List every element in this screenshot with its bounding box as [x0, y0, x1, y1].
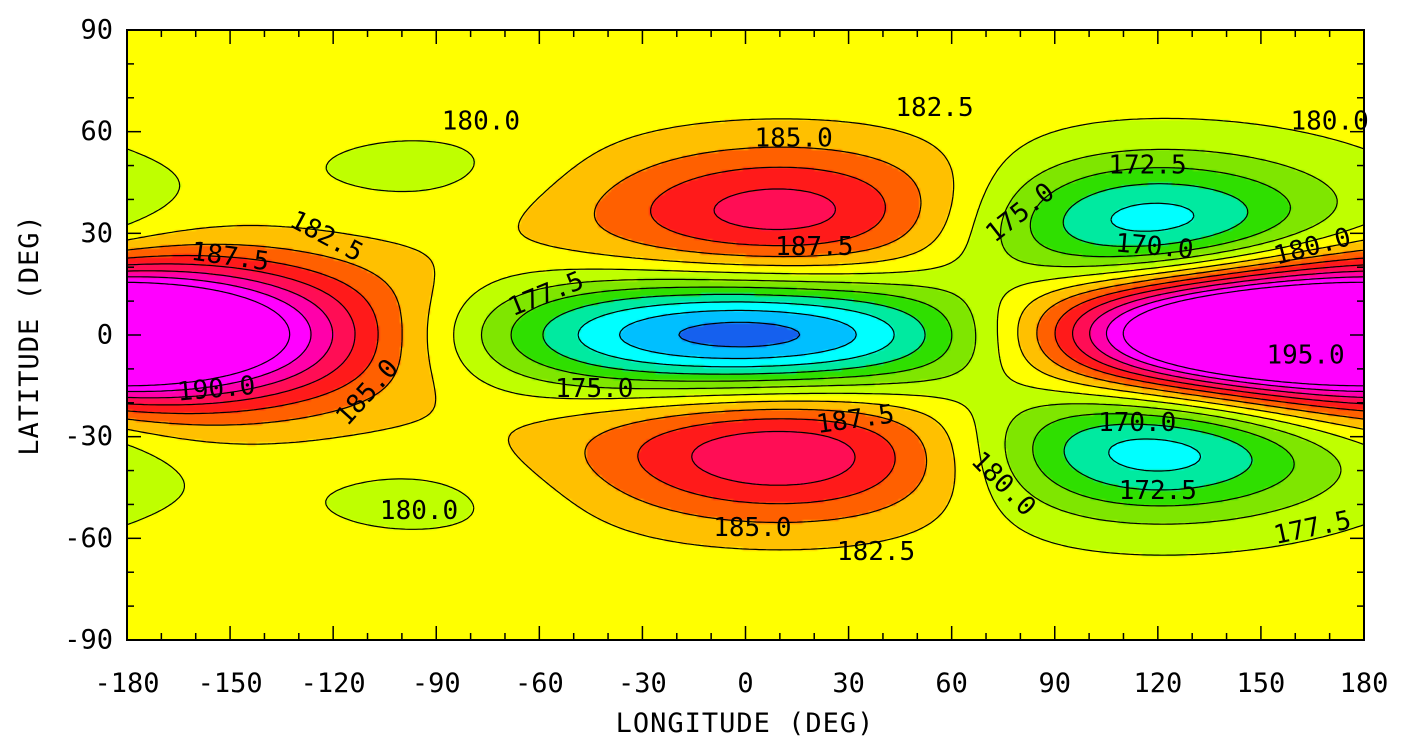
contour-line-177-5: [480, 148, 1342, 525]
x-tick-label: 60: [935, 668, 968, 699]
contour-label: 170.0: [1114, 229, 1195, 266]
y-tick-label: 60: [80, 116, 113, 147]
contour-line-175-0: [510, 167, 1295, 507]
y-tick-label: 0: [97, 320, 113, 351]
contour-line-170-0: [577, 202, 1202, 472]
contour-label: 185.0: [713, 513, 791, 543]
contour-label: 182.5: [895, 93, 973, 123]
x-tick-label: -150: [198, 668, 263, 699]
x-tick-label: -120: [301, 668, 366, 699]
x-tick-label: 120: [1133, 668, 1182, 699]
contour-line-165-0: [678, 321, 801, 348]
x-tick-label: 0: [737, 668, 753, 699]
x-tick-label: -90: [412, 668, 461, 699]
contour-line-172-5: [542, 183, 1253, 491]
contour-line-167-5: [618, 309, 857, 360]
contour-line-195-0: [127, 276, 1364, 393]
x-tick-label: 150: [1237, 668, 1286, 699]
y-tick-label: 90: [80, 15, 113, 46]
contour-label: 190.0: [176, 371, 257, 408]
contour-line-192-5: [127, 270, 1364, 399]
contour-line-180-0: [127, 117, 1364, 556]
contour-label: 195.0: [1266, 340, 1344, 370]
y-tick-label: -90: [64, 625, 113, 656]
contour-line-182-5: [127, 118, 1364, 551]
contour-line-185-0: [127, 146, 1364, 524]
y-tick-label: -60: [64, 523, 113, 554]
y-tick-label: -30: [64, 421, 113, 452]
contour-line-190-0: [127, 188, 1364, 486]
contour-lines: [127, 117, 1364, 556]
x-axis-title: LONGITUDE (DEG): [616, 708, 875, 739]
contour-label: 182.5: [837, 537, 915, 567]
x-axis-tick-labels: -180 -150 -120 -90 -60 -30 0 30 60 90 120 150 180: [94, 668, 1388, 699]
x-tick-label: 90: [1038, 668, 1071, 699]
filled-contour-field: [127, 30, 1364, 640]
contour-line-197-5: [127, 281, 1364, 387]
x-tick-label: -180: [94, 668, 159, 699]
contour-label: 187.5: [775, 232, 853, 262]
contour-line-187-5: [127, 166, 1364, 505]
contour-label: 172.5: [1108, 151, 1186, 181]
contour-label: 175.0: [555, 374, 633, 404]
x-tick-label: -60: [515, 668, 564, 699]
y-axis-title: LATITUDE (DEG): [14, 214, 45, 456]
axis-ticks: [126, 29, 1365, 641]
contour-label: 180.0: [380, 496, 458, 526]
contour-label: 172.5: [1119, 476, 1197, 506]
contour-label: 180.0: [442, 107, 520, 137]
x-tick-label: -30: [618, 668, 667, 699]
y-tick-label: 30: [80, 218, 113, 249]
contour-label: 170.0: [1098, 408, 1176, 438]
y-axis-tick-labels: -90 -60 -30 0 30 60 90: [64, 15, 113, 656]
x-tick-label: 180: [1340, 668, 1389, 699]
contour-label: 185.0: [754, 123, 832, 153]
x-tick-label: 30: [832, 668, 865, 699]
